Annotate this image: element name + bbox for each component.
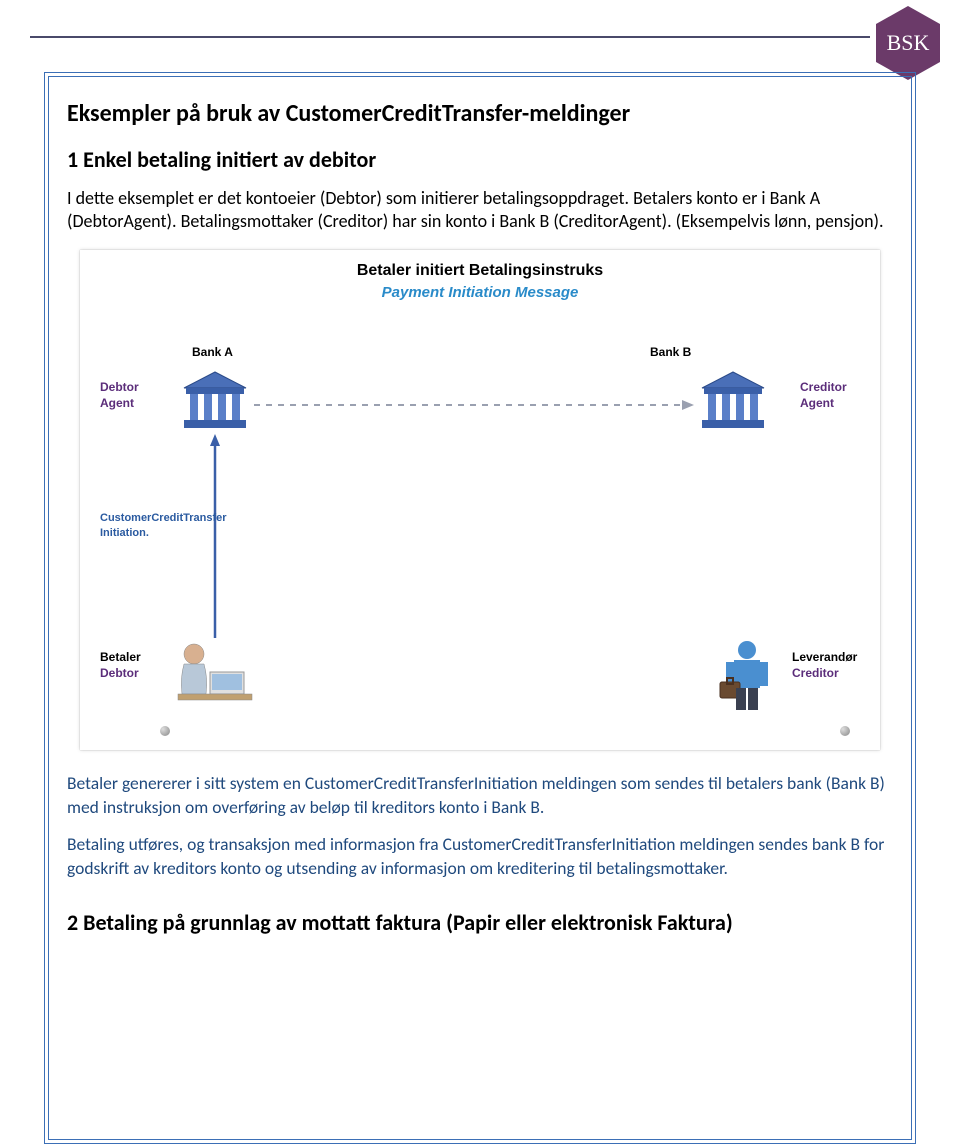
debtor-agent-label-1: Debtor — [100, 380, 139, 394]
betaler-label-1: Betaler — [100, 650, 141, 664]
diagram-title: Betaler initiert Betalingsinstruks — [80, 262, 880, 280]
section-1-heading: 1 Enkel betaling initiert av debitor — [67, 146, 893, 173]
content-frame: Eksempler på bruk av CustomerCreditTrans… — [44, 72, 916, 1144]
businessperson-icon — [712, 638, 782, 717]
up-arrow-icon — [208, 432, 222, 640]
bank-building-icon — [180, 370, 250, 435]
dashed-arrow-icon — [252, 398, 696, 412]
bank-a-label: Bank A — [192, 345, 233, 359]
content-inner: Eksempler på bruk av CustomerCreditTrans… — [48, 76, 912, 1140]
person-desk-icon — [170, 638, 260, 713]
payment-diagram: Betaler initiert Betalingsinstruks Payme… — [80, 250, 880, 750]
creditor-agent-label-1: Creditor — [800, 380, 847, 394]
leverandor-label-1: Leverandør — [792, 650, 857, 664]
body-paragraph-1: Betaler genererer i sitt system en Custo… — [67, 772, 893, 819]
betaler-label-2: Debtor — [100, 666, 139, 680]
page: BSK Eksempler på bruk av CustomerCreditT… — [0, 0, 960, 1144]
decorative-dot-icon — [840, 726, 850, 736]
logo-badge: BSK — [874, 4, 942, 82]
bank-building-icon — [698, 370, 768, 435]
page-title: Eksempler på bruk av CustomerCreditTrans… — [67, 99, 893, 128]
body-paragraph-2: Betaling utføres, og transaksjon med inf… — [67, 833, 893, 880]
debtor-agent-label-2: Agent — [100, 396, 134, 410]
cct-label-1: CustomerCreditTransfer — [100, 512, 227, 524]
hexagon-icon: BSK — [874, 4, 942, 82]
leverandor-label-2: Creditor — [792, 666, 839, 680]
bank-b-label: Bank B — [650, 345, 691, 359]
cct-label-2: Initiation. — [100, 527, 149, 539]
creditor-agent-label-2: Agent — [800, 396, 834, 410]
header-rule — [30, 36, 870, 38]
diagram-subtitle: Payment Initiation Message — [80, 284, 880, 301]
intro-paragraph: I dette eksemplet er det kontoeier (Debt… — [67, 187, 893, 232]
logo-text: BSK — [887, 30, 930, 55]
decorative-dot-icon — [160, 726, 170, 736]
section-2-heading: 2 Betaling på grunnlag av mottatt faktur… — [67, 909, 893, 936]
